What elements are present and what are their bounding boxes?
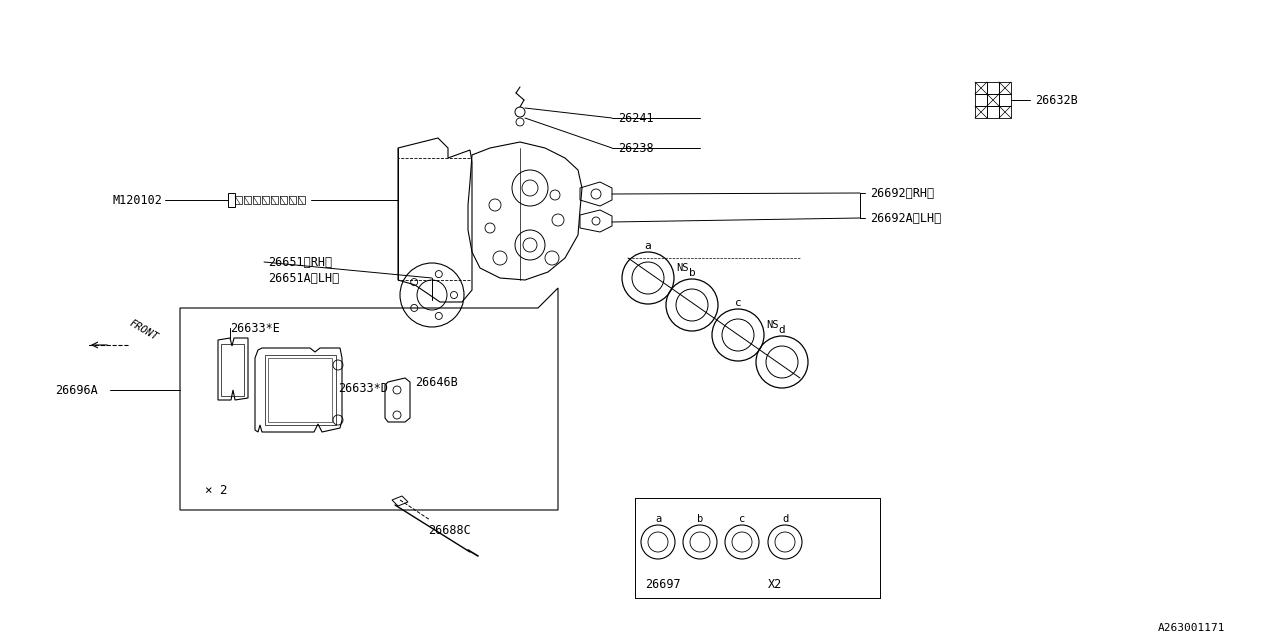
Text: 26238: 26238 bbox=[618, 141, 654, 154]
Text: 26692A〈LH〉: 26692A〈LH〉 bbox=[870, 211, 941, 225]
Bar bbox=[987, 82, 998, 94]
Text: c: c bbox=[735, 298, 741, 308]
Text: 26646B: 26646B bbox=[415, 376, 458, 388]
Text: X2: X2 bbox=[768, 579, 782, 591]
Text: × 2: × 2 bbox=[205, 483, 228, 497]
Bar bbox=[975, 82, 987, 94]
Text: M120102: M120102 bbox=[113, 193, 161, 207]
Text: b: b bbox=[696, 514, 703, 524]
Bar bbox=[987, 106, 998, 118]
Bar bbox=[987, 94, 998, 106]
Text: 26241: 26241 bbox=[618, 111, 654, 125]
Text: 26692〈RH〉: 26692〈RH〉 bbox=[870, 186, 934, 200]
Text: A263001171: A263001171 bbox=[1157, 623, 1225, 633]
Text: 26633*D: 26633*D bbox=[338, 381, 388, 394]
Text: NS: NS bbox=[676, 263, 689, 273]
Text: d: d bbox=[782, 514, 788, 524]
Text: 26651〈RH〉: 26651〈RH〉 bbox=[268, 255, 332, 269]
Bar bbox=[998, 106, 1011, 118]
Text: c: c bbox=[739, 514, 745, 524]
Text: 26696A: 26696A bbox=[55, 383, 97, 397]
Text: 26697: 26697 bbox=[645, 579, 681, 591]
Text: a: a bbox=[655, 514, 662, 524]
Bar bbox=[975, 94, 987, 106]
Text: 26633*E: 26633*E bbox=[230, 321, 280, 335]
Text: 26688C: 26688C bbox=[428, 524, 471, 536]
Text: 26632B: 26632B bbox=[1036, 93, 1078, 106]
Text: NS: NS bbox=[765, 320, 778, 330]
Text: b: b bbox=[689, 268, 695, 278]
Text: d: d bbox=[778, 325, 786, 335]
Text: a: a bbox=[645, 241, 652, 251]
Text: 26651A〈LH〉: 26651A〈LH〉 bbox=[268, 271, 339, 285]
Bar bbox=[998, 94, 1011, 106]
Bar bbox=[998, 82, 1011, 94]
Text: FRONT: FRONT bbox=[128, 318, 160, 342]
Bar bbox=[975, 106, 987, 118]
